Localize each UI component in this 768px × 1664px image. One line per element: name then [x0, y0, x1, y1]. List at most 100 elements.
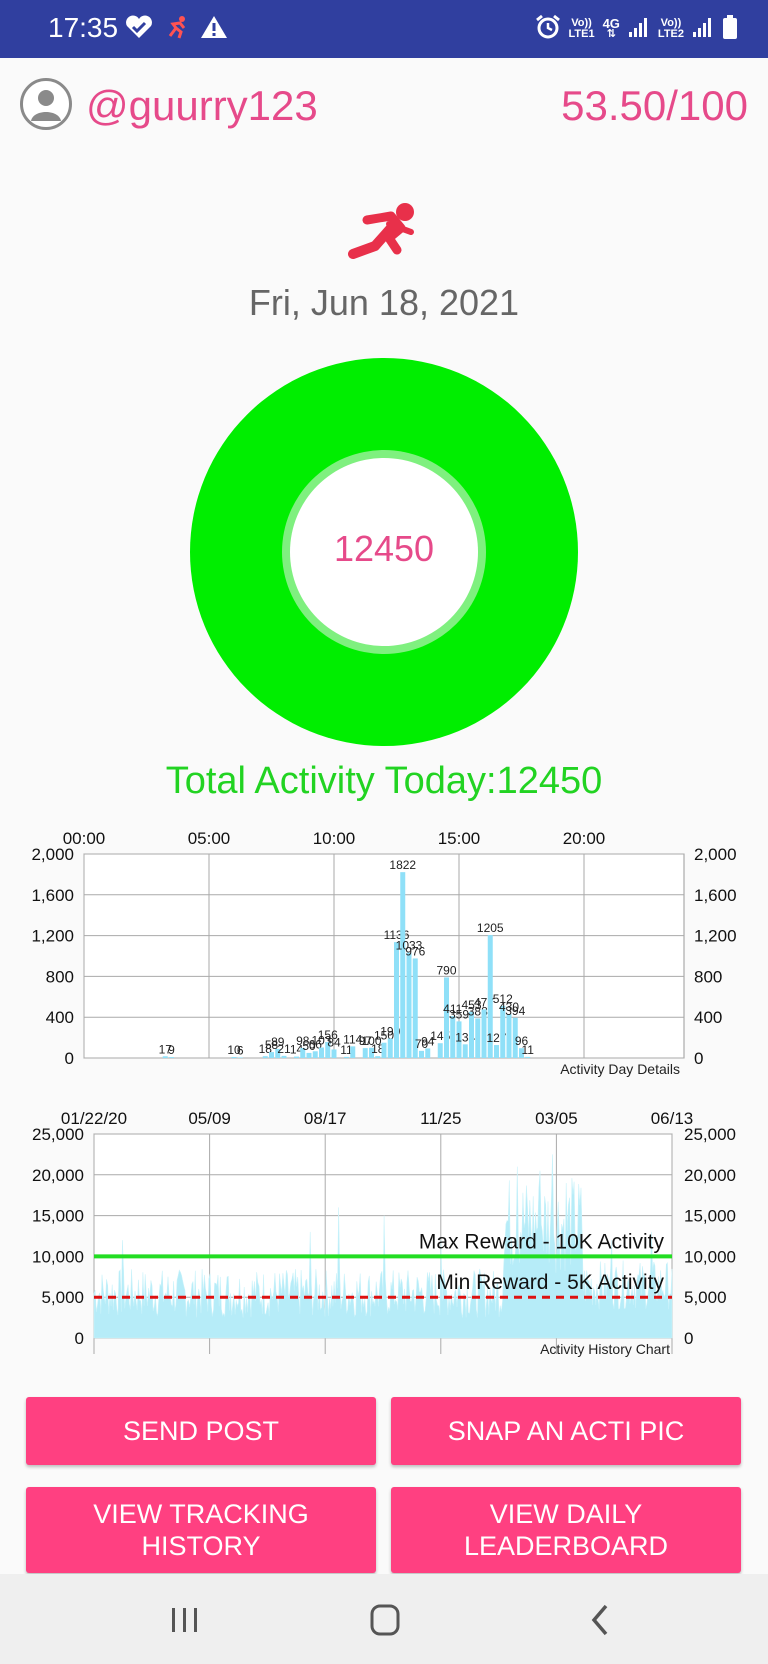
y-tick-label-right: 10,000 — [684, 1247, 736, 1266]
bar-data-label: 97 — [359, 1034, 373, 1048]
bar-data-label: 156 — [318, 1028, 338, 1042]
chart-bar — [525, 1056, 531, 1058]
volte-lte1-icon: Vo)) LTE1 — [568, 16, 595, 40]
snap-pic-button[interactable]: SNAP AN ACTI PIC — [391, 1397, 741, 1465]
bar-data-label: 359 — [449, 1007, 469, 1021]
chart-bar — [375, 1056, 381, 1058]
x-tick-label: 15:00 — [438, 829, 481, 848]
y-tick-label-right: 5,000 — [684, 1288, 727, 1307]
status-time: 17:35 — [48, 12, 119, 43]
bar-data-label: 790 — [436, 963, 456, 977]
chart-bar — [494, 1045, 499, 1058]
username[interactable]: @guurry123 — [86, 82, 318, 129]
y-tick-label-left: 2,000 — [31, 845, 74, 864]
chart-bar — [387, 1038, 393, 1058]
chart-note: Activity Day Details — [560, 1061, 680, 1077]
y-tick-label-right: 0 — [684, 1329, 693, 1348]
y-tick-label-left: 15,000 — [32, 1207, 84, 1226]
y-tick-label-left: 25,000 — [32, 1125, 84, 1144]
bar-data-label: 66 — [309, 1037, 323, 1051]
chart-bar — [406, 952, 412, 1058]
x-tick-label: 06/13 — [651, 1109, 694, 1128]
view-daily-leaderboard-button[interactable]: VIEW DAILY LEADERBOARD — [391, 1487, 741, 1573]
recent-apps-icon[interactable] — [160, 1598, 210, 1642]
x-tick-label: 05/09 — [188, 1109, 231, 1128]
home-icon[interactable] — [360, 1598, 410, 1642]
y-tick-label-left: 10,000 — [32, 1247, 84, 1266]
chart-bar — [331, 1049, 337, 1058]
status-bar: 17:35 Vo)) LTE1 4G ⇅ Vo)) LTE2 — [0, 0, 768, 58]
x-tick-label: 08/17 — [304, 1109, 347, 1128]
bar-data-label: 453 — [461, 998, 481, 1012]
y-tick-label-left: 20,000 — [32, 1166, 84, 1185]
y-tick-label-left: 800 — [46, 967, 74, 986]
bar-data-label: 394 — [505, 1004, 525, 1018]
bar-data-label: 11 — [340, 1043, 353, 1057]
activity-ring — [190, 358, 578, 746]
chart-bar — [394, 942, 399, 1058]
running-icon — [164, 14, 190, 45]
y-tick-label-left: 5,000 — [41, 1288, 84, 1307]
x-tick-label: 05:00 — [188, 829, 231, 848]
score: 53.50/100 — [561, 82, 748, 129]
bar-data-label: 1822 — [389, 858, 416, 872]
y-tick-label-left: 400 — [46, 1008, 74, 1027]
bar-data-label: 21 — [277, 1042, 291, 1056]
x-tick-label: 10:00 — [313, 829, 356, 848]
x-tick-label: 11/25 — [420, 1109, 461, 1128]
chart-bar — [362, 1048, 368, 1058]
bar-data-label: 18 — [371, 1042, 385, 1056]
signal-icon — [628, 16, 650, 41]
chart-note: Activity History Chart — [540, 1341, 670, 1357]
chart-bar — [506, 1014, 512, 1058]
chart-bar — [162, 1056, 168, 1058]
chart-bar — [275, 1048, 281, 1058]
activity-day-chart: 0 0 400 400 800 800 1,200 1,200 1,600 1,600 2,000 2… — [0, 820, 768, 1080]
y-tick-label-left: 1,200 — [31, 927, 74, 946]
current-date: Fri, Jun 18, 2021 — [248, 282, 520, 323]
y-tick-label-right: 400 — [694, 1008, 722, 1027]
y-tick-label-right: 20,000 — [684, 1166, 736, 1185]
chart-bar — [169, 1057, 174, 1058]
chart-bar — [444, 977, 449, 1058]
chart-bar — [462, 1044, 468, 1058]
send-post-button[interactable]: SEND POST — [26, 1397, 376, 1465]
bar-data-label: 58 — [265, 1038, 279, 1052]
chart-bar — [500, 1005, 506, 1058]
chart-bar — [419, 1050, 424, 1058]
chart-bar — [487, 935, 493, 1058]
chart-bar — [456, 1021, 462, 1058]
chart-bar — [400, 872, 406, 1058]
bar-data-label: 50 — [302, 1039, 316, 1053]
warning-icon — [200, 14, 228, 45]
x-tick-label: 03/05 — [535, 1109, 578, 1128]
y-tick-label-left: 1,600 — [31, 886, 74, 905]
back-icon[interactable] — [576, 1598, 626, 1642]
bar-data-label: 70 — [415, 1037, 429, 1051]
chart-bar — [481, 1009, 487, 1058]
chart-bar — [369, 1047, 374, 1058]
bar-data-label: 430 — [499, 1000, 519, 1014]
chart-bar — [231, 1056, 237, 1058]
profile-header: @guurry123 53.50/100 — [0, 58, 768, 158]
chart-bar — [512, 1017, 518, 1058]
view-tracking-history-button[interactable]: VIEW TRACKING HISTORY — [26, 1487, 376, 1573]
chart-bar — [412, 958, 418, 1058]
chart-bar — [425, 1048, 431, 1058]
bar-data-label: 98 — [296, 1034, 310, 1048]
chart-bar — [519, 1048, 524, 1058]
x-tick-label: 20:00 — [563, 829, 606, 848]
chart-bar — [294, 1056, 299, 1058]
chart-bar — [381, 1042, 387, 1058]
chart-bar — [475, 1018, 481, 1058]
bar-data-label: 11 — [522, 1043, 535, 1057]
chart-bar — [350, 1046, 356, 1058]
bar-data-label: 411 — [443, 1002, 462, 1016]
chart-bar — [344, 1056, 349, 1058]
avatar-icon[interactable] — [20, 78, 72, 130]
activity-history-chart: 0 0 5,000 5,000 10,000 10,000 15,000 15,000 20,0… — [0, 1098, 768, 1360]
chart-bar — [262, 1056, 268, 1058]
y-tick-label-right: 1,200 — [694, 927, 737, 946]
x-tick-label: 01/22/20 — [61, 1109, 127, 1128]
y-tick-label-left: 0 — [65, 1049, 74, 1068]
